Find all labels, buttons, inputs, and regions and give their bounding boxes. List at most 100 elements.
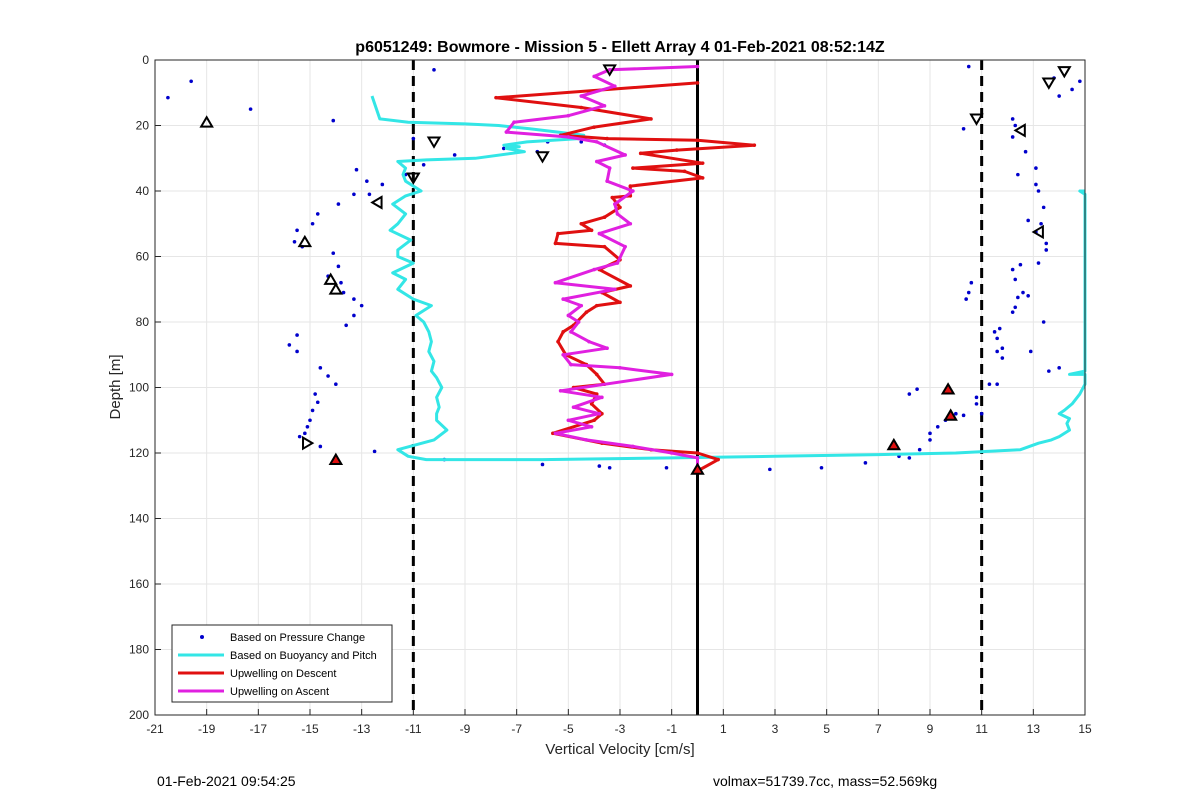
pressure-point: [907, 456, 912, 460]
filled-triangle-marker: [690, 462, 705, 475]
pressure-point: [248, 107, 253, 111]
y-tick-label: 100: [129, 381, 149, 395]
pressure-point: [367, 192, 372, 197]
pressure-point: [341, 290, 346, 295]
y-tick-label: 40: [136, 184, 150, 198]
pressure-point: [1041, 205, 1046, 210]
pressure-point: [1041, 320, 1046, 324]
pressure-point: [339, 280, 343, 285]
series-point: [695, 451, 700, 455]
pressure-point: [1028, 349, 1033, 354]
y-tick-label: 0: [142, 53, 149, 67]
pressure-point: [315, 400, 320, 405]
pressure-point: [1047, 369, 1051, 373]
pressure-point: [334, 382, 338, 387]
series-point: [600, 411, 604, 416]
x-tick-label: 5: [823, 722, 830, 736]
series-line: [504, 65, 699, 471]
series-point: [695, 138, 700, 143]
legend-label: Upwelling on Descent: [230, 668, 336, 680]
pressure-point: [540, 462, 545, 467]
series-point: [716, 457, 720, 462]
footer-info: volmax=51739.7cc, mass=52.569kg: [713, 773, 938, 789]
series-point: [592, 267, 596, 272]
pressure-point: [310, 221, 315, 226]
pressure-point: [954, 411, 958, 416]
y-tick-label: 160: [129, 577, 149, 591]
series-point: [605, 346, 609, 351]
series-point: [594, 372, 599, 377]
series-point: [613, 287, 617, 292]
series-point: [752, 143, 757, 147]
up-triangle-marker: [328, 282, 344, 295]
pressure-point: [964, 297, 968, 301]
series-point: [695, 456, 700, 460]
pressure-point: [452, 153, 457, 157]
pressure-point: [315, 212, 320, 216]
series-point: [602, 104, 607, 108]
y-tick-label: 60: [136, 250, 150, 264]
pressure-point: [1070, 87, 1074, 92]
series-point: [594, 159, 599, 164]
y-tick-label: 200: [129, 708, 149, 722]
pressure-point: [1013, 305, 1018, 310]
filled-triangle-marker: [886, 437, 902, 451]
y-tick-label: 140: [129, 512, 149, 526]
pressure-point: [819, 465, 824, 470]
pressure-point: [1036, 261, 1041, 265]
series-point: [695, 64, 700, 69]
series-point: [631, 444, 635, 449]
down-triangle-marker: [1041, 77, 1057, 90]
pressure-point: [863, 461, 868, 465]
y-tick-label: 180: [129, 643, 149, 657]
x-tick-label: -5: [563, 722, 574, 736]
pressure-point: [1044, 241, 1049, 246]
left-triangle-marker: [1031, 224, 1044, 240]
series-point: [610, 195, 615, 200]
pressure-point: [966, 290, 971, 295]
series-point: [597, 231, 602, 236]
x-tick-label: -17: [250, 722, 268, 736]
grid: [154, 59, 1086, 716]
x-axis-label: Vertical Velocity [cm/s]: [545, 741, 694, 758]
pressure-point: [352, 297, 356, 301]
x-tick-label: 7: [875, 722, 882, 736]
series-point: [631, 166, 635, 170]
series-point: [638, 151, 643, 156]
pressure-point: [295, 349, 299, 354]
pressure-point: [1034, 182, 1038, 187]
series-point: [566, 313, 571, 318]
pressure-point: [928, 438, 932, 442]
down-triangle-marker: [535, 151, 550, 164]
down-triangle-marker: [406, 172, 421, 185]
series-point: [600, 395, 604, 400]
pressure-point: [979, 411, 984, 416]
pressure-point: [318, 366, 323, 370]
series-point: [579, 105, 584, 110]
down-triangle-marker: [602, 64, 617, 77]
series-point: [613, 202, 617, 206]
down-triangle-marker: [426, 136, 442, 149]
up-triangle-marker: [297, 234, 313, 248]
pressure-point: [303, 431, 307, 436]
pressure-point: [1036, 189, 1041, 193]
pressure-point: [1023, 149, 1028, 154]
pressure-point: [421, 163, 426, 167]
series-point: [592, 74, 596, 79]
pressure-point: [1057, 94, 1061, 98]
pressure-point: [1013, 277, 1018, 282]
legend-label: Based on Buoyancy and Pitch: [230, 650, 377, 662]
pressure-point: [1013, 123, 1018, 128]
pressure-point: [344, 323, 348, 328]
x-tick-label: -7: [511, 722, 522, 736]
left-triangle-marker: [1013, 123, 1026, 138]
pressure-point: [1026, 218, 1030, 223]
pressure-point: [305, 425, 310, 429]
pressure-point: [579, 140, 584, 144]
y-axis-label: Depth [m]: [107, 354, 124, 419]
pressure-point: [768, 467, 772, 472]
series-point: [569, 362, 573, 367]
pressure-point: [308, 418, 312, 423]
pressure-point: [372, 449, 377, 454]
pressure-point: [310, 408, 315, 413]
